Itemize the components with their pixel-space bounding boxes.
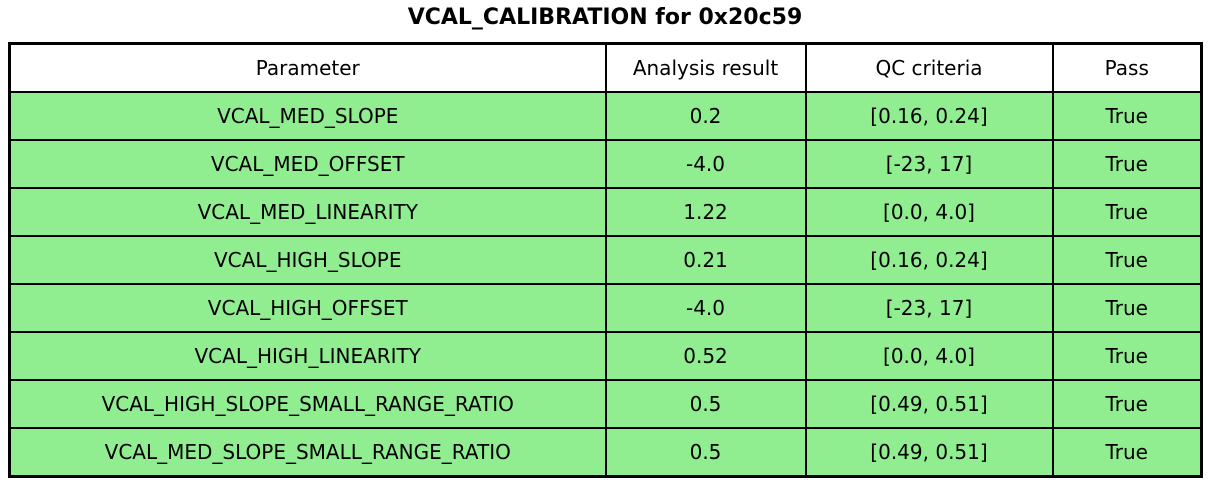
cell-pass: True <box>1051 427 1203 478</box>
header-pass: Pass <box>1051 42 1203 93</box>
cell-parameter: VCAL_HIGH_SLOPE <box>8 235 607 285</box>
cell-criteria: [-23, 17] <box>804 139 1054 189</box>
cell-result: -4.0 <box>604 283 807 333</box>
cell-parameter: VCAL_MED_SLOPE <box>8 91 607 141</box>
table-row: VCAL_MED_LINEARITY 1.22 [0.0, 4.0] True <box>8 187 1203 237</box>
cell-parameter: VCAL_HIGH_OFFSET <box>8 283 607 333</box>
cell-pass: True <box>1051 235 1203 285</box>
page-title: VCAL_CALIBRATION for 0x20c59 <box>407 5 803 30</box>
cell-parameter: VCAL_MED_LINEARITY <box>8 187 607 237</box>
table-row: VCAL_HIGH_LINEARITY 0.52 [0.0, 4.0] True <box>8 331 1203 381</box>
cell-pass: True <box>1051 283 1203 333</box>
cell-result: 0.5 <box>604 427 807 478</box>
table-row: VCAL_HIGH_SLOPE 0.21 [0.16, 0.24] True <box>8 235 1203 285</box>
cell-criteria: [0.16, 0.24] <box>804 91 1054 141</box>
cell-result: -4.0 <box>604 139 807 189</box>
cell-pass: True <box>1051 139 1203 189</box>
qc-table: Parameter Analysis result QC criteria Pa… <box>8 42 1203 478</box>
header-parameter: Parameter <box>8 42 607 93</box>
table-row: VCAL_HIGH_OFFSET -4.0 [-23, 17] True <box>8 283 1203 333</box>
table-row: VCAL_MED_OFFSET -4.0 [-23, 17] True <box>8 139 1203 189</box>
cell-pass: True <box>1051 331 1203 381</box>
cell-pass: True <box>1051 91 1203 141</box>
cell-parameter: VCAL_HIGH_LINEARITY <box>8 331 607 381</box>
table-body: VCAL_MED_SLOPE 0.2 [0.16, 0.24] True VCAL_ME… <box>8 91 1203 478</box>
cell-result: 0.52 <box>604 331 807 381</box>
header-analysis-result: Analysis result <box>604 42 807 93</box>
header-qc-criteria: QC criteria <box>804 42 1054 93</box>
table-row: VCAL_MED_SLOPE 0.2 [0.16, 0.24] True <box>8 91 1203 141</box>
cell-pass: True <box>1051 379 1203 429</box>
cell-result: 0.21 <box>604 235 807 285</box>
header-row: Parameter Analysis result QC criteria Pa… <box>8 42 1203 93</box>
cell-criteria: [0.16, 0.24] <box>804 235 1054 285</box>
cell-criteria: [0.0, 4.0] <box>804 331 1054 381</box>
cell-result: 0.5 <box>604 379 807 429</box>
cell-pass: True <box>1051 187 1203 237</box>
table-row: VCAL_HIGH_SLOPE_SMALL_RANGE_RATIO 0.5 [0.4… <box>8 379 1203 429</box>
table-row: VCAL_MED_SLOPE_SMALL_RANGE_RATIO 0.5 [0.49… <box>8 427 1203 478</box>
cell-parameter: VCAL_HIGH_SLOPE_SMALL_RANGE_RATIO <box>8 379 607 429</box>
cell-result: 0.2 <box>604 91 807 141</box>
cell-parameter: VCAL_MED_SLOPE_SMALL_RANGE_RATIO <box>8 427 607 478</box>
cell-criteria: [0.0, 4.0] <box>804 187 1054 237</box>
cell-criteria: [-23, 17] <box>804 283 1054 333</box>
cell-criteria: [0.49, 0.51] <box>804 427 1054 478</box>
table-header: Parameter Analysis result QC criteria Pa… <box>8 42 1203 93</box>
cell-parameter: VCAL_MED_OFFSET <box>8 139 607 189</box>
cell-result: 1.22 <box>604 187 807 237</box>
cell-criteria: [0.49, 0.51] <box>804 379 1054 429</box>
